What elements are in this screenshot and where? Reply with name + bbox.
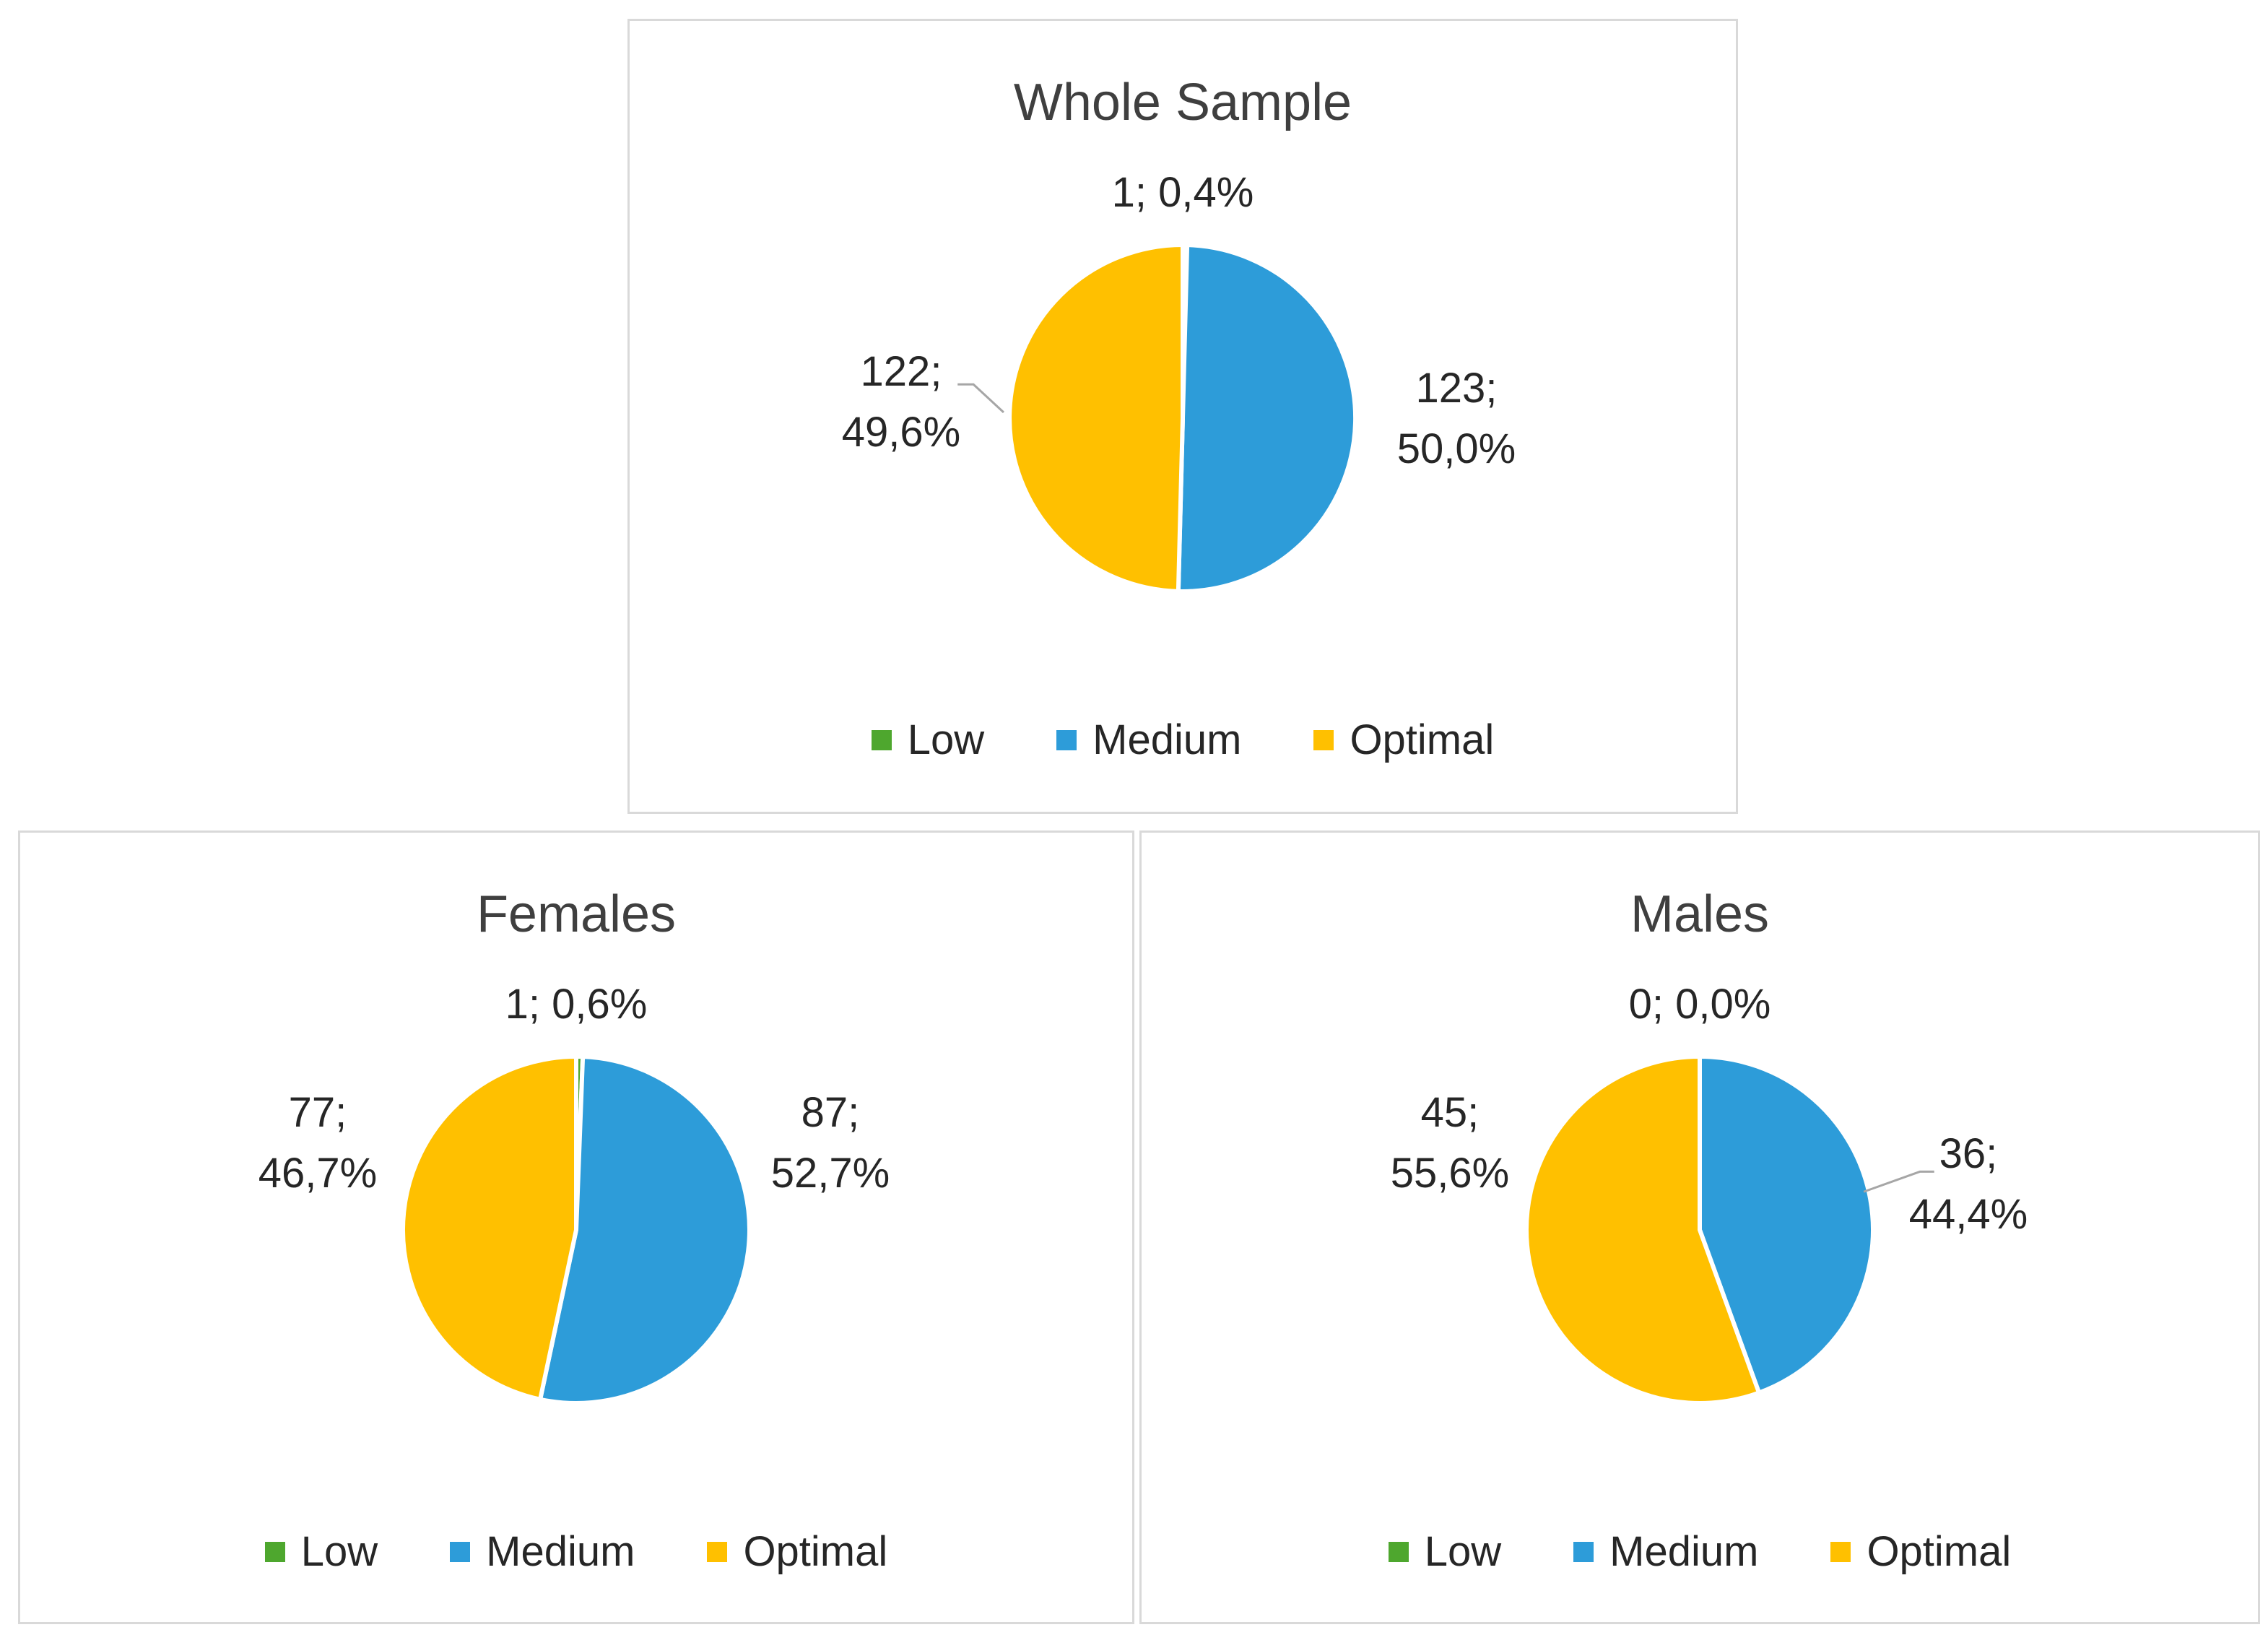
chart-panel-males: Males 0; 0,0% 45; 55,6% 36; 44,4% Low Me… bbox=[1139, 830, 2260, 1624]
legend-label: Medium bbox=[486, 1528, 635, 1575]
slice-label-line: 45; bbox=[1420, 1089, 1480, 1136]
legend-item-medium: Medium bbox=[450, 1527, 635, 1576]
slice-label-line: 52,7% bbox=[770, 1150, 890, 1197]
legend-swatch-low bbox=[1388, 1541, 1409, 1562]
pie-slice-optimal bbox=[401, 1054, 578, 1402]
chart-title: Females bbox=[476, 885, 677, 943]
slice-label-line: 49,6% bbox=[841, 409, 961, 456]
legend-item-medium: Medium bbox=[1573, 1527, 1758, 1576]
legend-item-optimal: Optimal bbox=[707, 1527, 887, 1576]
legend-swatch-low bbox=[871, 729, 892, 750]
slice-label-line: 44,4% bbox=[1908, 1191, 2028, 1238]
slice-label-line: 87; bbox=[801, 1089, 860, 1136]
legend-swatch-medium bbox=[1573, 1541, 1594, 1562]
legend-label: Low bbox=[300, 1528, 378, 1575]
pie-chart-svg bbox=[1007, 243, 1358, 594]
pie-slice-medium bbox=[538, 1054, 752, 1405]
legend-item-optimal: Optimal bbox=[1313, 716, 1494, 764]
slice-label-optimal: 45; 55,6% bbox=[1305, 1083, 1594, 1204]
slice-label-line: 122; bbox=[860, 348, 942, 395]
legend-item-medium: Medium bbox=[1056, 716, 1241, 764]
legend-swatch-optimal bbox=[1313, 729, 1334, 750]
slice-label-line: 55,6% bbox=[1390, 1150, 1510, 1197]
chart-legend: Low Medium Optimal bbox=[20, 1527, 1132, 1576]
pie-slice-medium bbox=[1698, 1054, 1875, 1395]
pie-slice-optimal bbox=[1007, 243, 1185, 594]
legend-label: Medium bbox=[1092, 716, 1242, 763]
legend-swatch-medium bbox=[450, 1541, 471, 1562]
legend-item-low: Low bbox=[264, 1527, 378, 1576]
chart-legend: Low Medium Optimal bbox=[1142, 1527, 2258, 1576]
slice-label-low: 1; 0,6% bbox=[505, 981, 648, 1028]
legend-label: Low bbox=[1424, 1528, 1502, 1575]
slice-label-line: 36; bbox=[1939, 1130, 1998, 1177]
chart-title: Males bbox=[1630, 885, 1770, 943]
chart-legend: Low Medium Optimal bbox=[630, 716, 1736, 764]
pie-chart bbox=[1007, 243, 1358, 594]
chart-panel-whole-sample: Whole Sample 1; 0,4% 122; 49,6% 123; 50,… bbox=[627, 19, 1738, 814]
legend-item-low: Low bbox=[1388, 1527, 1502, 1576]
pie-chart bbox=[1524, 1054, 1875, 1405]
slice-label-line: 46,7% bbox=[258, 1150, 378, 1197]
slice-label-line: 123; bbox=[1415, 365, 1498, 412]
legend-swatch-medium bbox=[1056, 729, 1077, 750]
legend-item-optimal: Optimal bbox=[1830, 1527, 2011, 1576]
slice-label-medium: 87; 52,7% bbox=[686, 1083, 975, 1204]
legend-label: Medium bbox=[1609, 1528, 1759, 1575]
legend-label: Optimal bbox=[743, 1528, 888, 1575]
slice-label-optimal: 77; 46,7% bbox=[173, 1083, 462, 1204]
slice-label-medium: 123; 50,0% bbox=[1312, 358, 1601, 480]
slice-label-medium: 36; 44,4% bbox=[1824, 1124, 2113, 1245]
chart-title: Whole Sample bbox=[1013, 74, 1352, 131]
slice-label-low: 0; 0,0% bbox=[1628, 981, 1771, 1028]
chart-panel-females: Females 1; 0,6% 77; 46,7% 87; 52,7% Low … bbox=[18, 830, 1134, 1624]
slice-label-line: 77; bbox=[288, 1089, 347, 1136]
legend-swatch-low bbox=[264, 1541, 285, 1562]
slice-label-low: 1; 0,4% bbox=[1111, 169, 1254, 216]
pie-slice-medium bbox=[1176, 243, 1358, 594]
legend-label: Low bbox=[907, 716, 985, 763]
pie-chart-svg bbox=[1524, 1054, 1875, 1405]
pie-slice-optimal bbox=[1524, 1054, 1762, 1405]
pie-chart-svg bbox=[401, 1054, 752, 1405]
legend-label: Optimal bbox=[1867, 1528, 2012, 1575]
legend-swatch-optimal bbox=[1830, 1541, 1851, 1562]
slice-label-optimal: 122; 49,6% bbox=[757, 342, 1046, 463]
slice-label-line: 50,0% bbox=[1396, 425, 1516, 472]
legend-item-low: Low bbox=[871, 716, 985, 764]
legend-label: Optimal bbox=[1350, 716, 1495, 763]
legend-swatch-optimal bbox=[707, 1541, 728, 1562]
pie-chart bbox=[401, 1054, 752, 1405]
